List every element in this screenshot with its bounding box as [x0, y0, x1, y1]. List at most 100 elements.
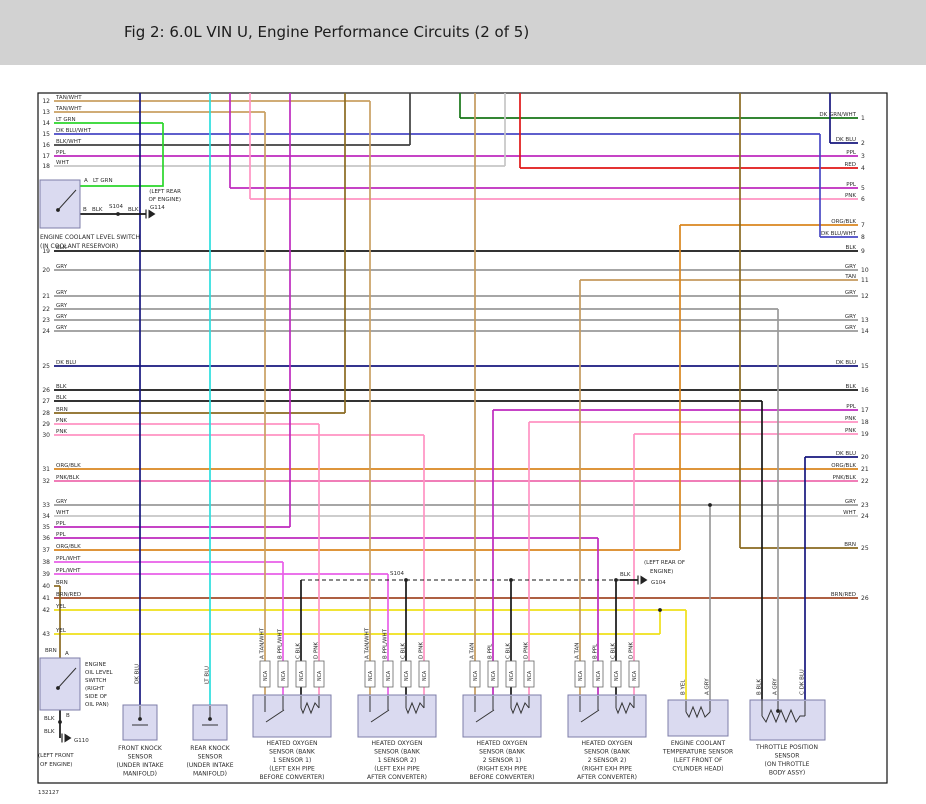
pin-number: 43	[42, 631, 50, 638]
diagram-text: G114	[150, 205, 165, 211]
wire-label: PPL	[846, 404, 857, 410]
junction-dot	[208, 717, 212, 721]
inline-connector-box	[574, 660, 586, 688]
diagram-text: OIL PAN)	[85, 702, 109, 708]
wire-label: DK BLU	[836, 137, 856, 143]
diagram-text: TEMPERATURE SENSOR	[662, 749, 733, 756]
diagram-text: BLK	[92, 207, 103, 213]
pin-number: 13	[42, 109, 50, 116]
pin-number: 14	[42, 120, 50, 127]
pin-number: 31	[42, 466, 50, 473]
figure-title: Fig 2: 6.0L VIN U, Engine Performance Ci…	[124, 23, 530, 41]
wire-label: LT GRN	[56, 117, 76, 123]
ground-symbol	[64, 733, 72, 743]
pin-number: 8	[861, 234, 865, 241]
diagram-text: OF ENGINE)	[149, 197, 181, 203]
wire-label: PNK	[56, 418, 67, 424]
pin-number: 35	[42, 524, 50, 531]
diagram-text: BRN	[45, 648, 57, 654]
pin-number: 19	[42, 248, 50, 255]
diagram-frame	[37, 92, 888, 784]
diagram-text: G104	[651, 580, 666, 586]
diagram-text: B PPL/WHT	[383, 628, 389, 659]
wire-label: BLK	[846, 384, 857, 390]
pin-number: 40	[42, 583, 50, 590]
wire-label: TAN	[844, 274, 856, 280]
pin-number: 33	[42, 502, 50, 509]
diagram-text: (LEFT EXH PIPE	[374, 766, 420, 773]
component-symbol	[475, 709, 495, 723]
pin-number: 7	[861, 222, 865, 229]
wire-label: BLK	[56, 395, 67, 401]
pin-number: 22	[42, 306, 50, 313]
wire-label: PPL	[846, 182, 857, 188]
wire-label: PNK	[845, 416, 856, 422]
diagram-text: HEATED OXYGEN	[372, 740, 423, 747]
diagram-text: ENGINE COOLANT	[671, 740, 726, 747]
diagram-text: A TAN/WHT	[260, 627, 266, 659]
wire-label: RED	[844, 162, 856, 168]
diagram-text: (UNDER INTAKE	[187, 762, 234, 769]
component-symbol	[685, 705, 711, 719]
figure-header: Fig 2: 6.0L VIN U, Engine Performance Ci…	[0, 0, 926, 65]
diagram-text: A	[65, 651, 69, 657]
wire-label: BRN/RED	[831, 592, 856, 598]
pin-number: 30	[42, 432, 50, 439]
pin-number: 15	[861, 363, 869, 370]
inline-connector-label: NCA	[404, 670, 410, 681]
inline-connector-label: NCA	[614, 670, 620, 681]
diagram-text: (RIGHT EXH PIPE	[477, 766, 527, 773]
inline-connector-label: NCA	[422, 670, 428, 681]
pin-number: 27	[42, 398, 50, 405]
wire-label: TAN/WHT	[55, 106, 82, 112]
diagram-text: B	[66, 713, 70, 719]
wire-label: YEL	[55, 604, 67, 610]
component-box	[39, 179, 81, 229]
wire-label: BRN	[56, 407, 68, 413]
diagram-text: SENSOR	[128, 754, 153, 761]
ground-symbol	[640, 575, 648, 585]
diagram-text: B BLK	[757, 679, 763, 695]
wire-label: YEL	[55, 628, 67, 634]
wire-label: GRY	[56, 314, 68, 320]
diagram-text: (LEFT REAR	[149, 189, 181, 195]
diagram-text: D PNK	[629, 642, 635, 659]
diagram-text: ENGINE	[85, 662, 107, 668]
diagram-text: C BLK	[611, 643, 617, 659]
diagram-text: BLK	[620, 572, 631, 578]
pin-number: 22	[861, 478, 869, 485]
wire-label: GRY	[845, 290, 857, 296]
pin-number: 24	[42, 328, 50, 335]
pin-number: 18	[42, 163, 50, 170]
wire-label: GRY	[56, 303, 68, 309]
diagram-text: ENGINE)	[650, 569, 673, 575]
pin-number: 20	[42, 267, 50, 274]
diagram-text: (ON THROTTLE	[765, 761, 810, 768]
pin-number: 24	[861, 513, 869, 520]
component-symbol	[405, 701, 425, 715]
junction-dot	[708, 503, 712, 507]
junction-dot	[56, 208, 60, 212]
pin-number: 34	[42, 513, 50, 520]
diagram-text: SWITCH	[85, 678, 107, 684]
wire-label: DK BLU/WHT	[56, 128, 92, 134]
component-box	[462, 694, 542, 738]
wire-label: DK BLU/WHT	[821, 231, 857, 237]
pin-number: 2	[861, 140, 865, 147]
junction-dot	[56, 686, 60, 690]
diagram-text: LT GRN	[93, 178, 113, 184]
ground-symbol	[148, 209, 156, 219]
diagram-text: SENSOR (BANK	[269, 749, 316, 756]
junction-dot	[116, 212, 120, 216]
wire-label: GRY	[56, 499, 68, 505]
component-symbol	[761, 708, 805, 724]
wire-label: GRY	[845, 325, 857, 331]
wire-label: GRY	[845, 499, 857, 505]
diagram-text: SIDE OF	[85, 694, 107, 700]
wire-label: PNK/BLK	[833, 475, 857, 481]
inline-connector-box	[382, 660, 394, 688]
wire-label: GRY	[56, 264, 68, 270]
diagram-text: A	[84, 178, 88, 184]
diagram-text: 2 SENSOR 1)	[483, 757, 522, 764]
